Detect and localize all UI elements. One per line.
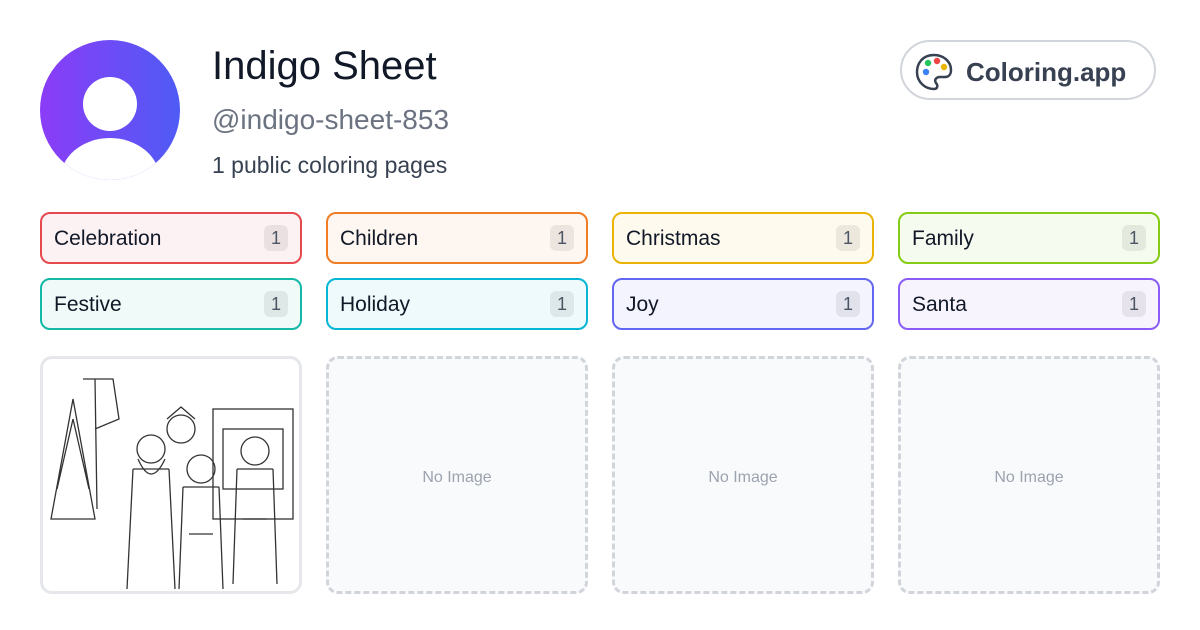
tag-label: Festive [54, 293, 122, 316]
coloring-sketch [50, 378, 294, 590]
tag-label: Holiday [340, 293, 411, 316]
tag-count: 1 [1122, 291, 1146, 317]
thumbnail[interactable] [40, 356, 302, 594]
tag-chip[interactable]: Christmas 1 [612, 212, 874, 264]
tag-count: 1 [836, 225, 860, 251]
thumbnail-placeholder[interactable]: No Image [612, 356, 874, 594]
tag-label: Christmas [626, 227, 721, 250]
profile-name: Indigo Sheet [212, 44, 437, 88]
tag-label: Family [912, 227, 974, 250]
tag-label: Celebration [54, 227, 162, 250]
no-image-label: No Image [708, 469, 778, 486]
thumbnail-placeholder[interactable]: No Image [898, 356, 1160, 594]
tag-count: 1 [1122, 225, 1146, 251]
tag-count: 1 [550, 291, 574, 317]
tag-chip[interactable]: Family 1 [898, 212, 1160, 264]
tag-count: 1 [836, 291, 860, 317]
tag-chip[interactable]: Santa 1 [898, 278, 1160, 330]
profile-handle: @indigo-sheet-853 [212, 104, 450, 135]
tag-count: 1 [264, 291, 288, 317]
brand-label: Coloring.app [966, 57, 1127, 87]
tag-label: Santa [912, 293, 967, 316]
tag-label: Children [340, 227, 419, 250]
tag-chip[interactable]: Children 1 [326, 212, 588, 264]
palette-icon [915, 53, 953, 91]
tag-count: 1 [264, 225, 288, 251]
no-image-label: No Image [422, 469, 492, 486]
brand-button[interactable]: Coloring.app [900, 40, 1156, 100]
thumbnail-placeholder[interactable]: No Image [326, 356, 588, 594]
profile-summary: 1 public coloring pages [212, 152, 448, 178]
tag-chip[interactable]: Celebration 1 [40, 212, 302, 264]
tag-chip[interactable]: Holiday 1 [326, 278, 588, 330]
avatar [40, 40, 180, 180]
tag-chip[interactable]: Festive 1 [40, 278, 302, 330]
tag-label: Joy [626, 293, 659, 316]
no-image-label: No Image [994, 469, 1064, 486]
tag-chip[interactable]: Joy 1 [612, 278, 874, 330]
tag-count: 1 [550, 225, 574, 251]
